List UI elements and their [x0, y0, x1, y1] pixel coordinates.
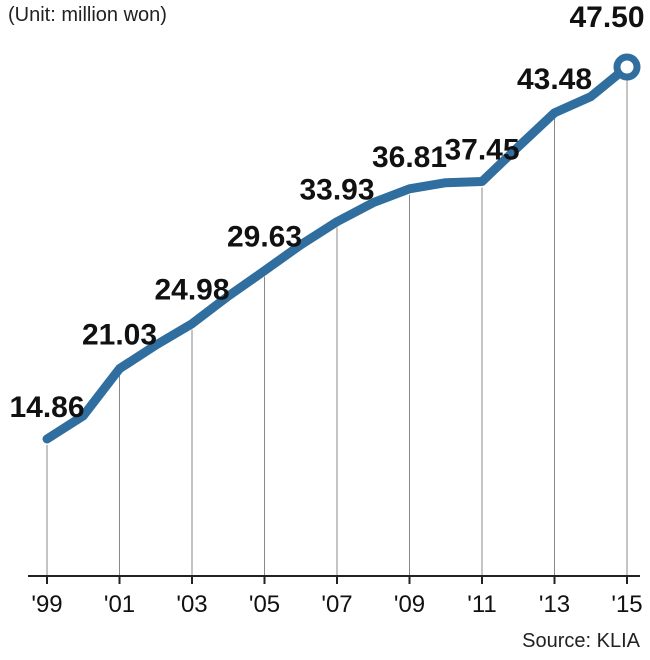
x-tick-label: '13	[539, 591, 570, 618]
data-label: 24.98	[154, 274, 229, 307]
data-label: 14.86	[9, 391, 84, 424]
x-ticks	[46, 576, 628, 584]
source-label: Source: KLIA	[522, 630, 640, 652]
data-label: 36.81	[372, 141, 447, 174]
x-tick-label: '01	[104, 591, 135, 618]
x-tick-label: '09	[394, 591, 425, 618]
x-tick-label: '07	[321, 591, 352, 618]
data-label: 29.63	[227, 221, 302, 254]
x-tick-label: '05	[249, 591, 280, 618]
x-tick-labels: '99 '01 '03 '05 '07 '09 '11 '13 '15	[31, 591, 642, 618]
series-line	[42, 62, 632, 444]
x-tick-label: '99	[31, 591, 62, 618]
data-label: 33.93	[299, 174, 374, 207]
data-label: 47.50	[569, 1, 644, 34]
droplines	[46, 73, 628, 576]
data-label: 43.48	[517, 63, 592, 96]
x-tick-label: '11	[467, 591, 497, 618]
data-label: 37.45	[444, 134, 519, 167]
data-label: 21.03	[82, 319, 157, 352]
x-tick-label: '15	[611, 591, 642, 618]
end-point-marker	[613, 53, 641, 81]
x-tick-label: '03	[176, 591, 207, 618]
unit-label: (Unit: million won)	[8, 4, 167, 26]
